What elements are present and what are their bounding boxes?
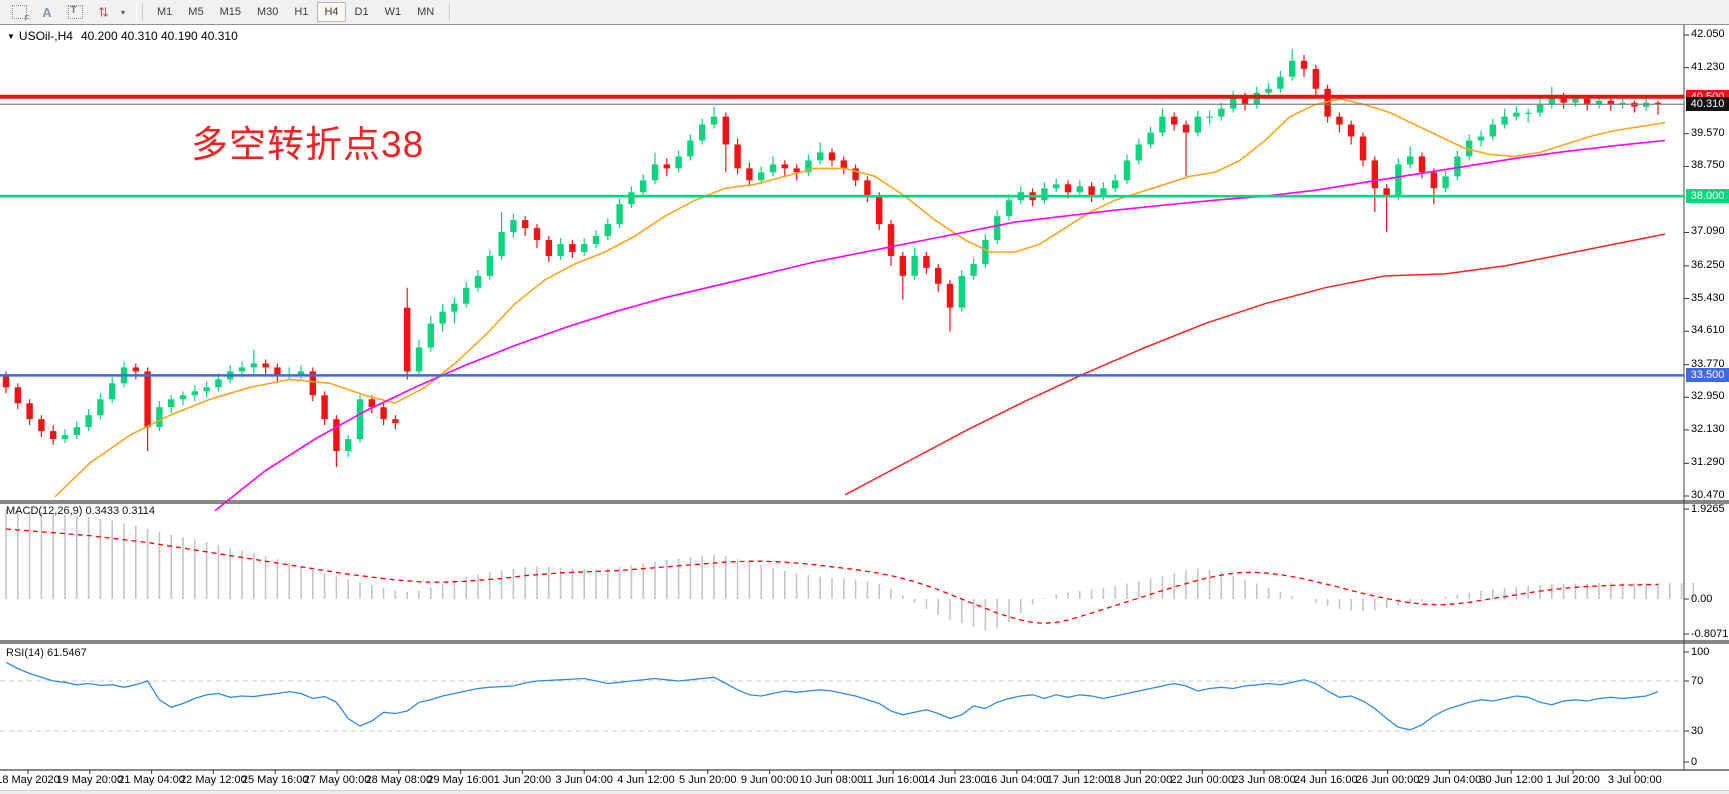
arrow-tools-icon[interactable]: ⇄ — [92, 2, 114, 22]
tf-button-h1[interactable]: H1 — [287, 2, 315, 22]
annotation-text[interactable]: 多空转折点38 — [191, 124, 425, 165]
time-tick-label: 16 Jun 04:00 — [984, 774, 1049, 786]
time-tick-label: 9 Jun 00:00 — [740, 774, 799, 786]
rsi-line — [5, 661, 1659, 731]
time-tick-label: 3 Jul 00:00 — [1607, 774, 1662, 786]
tf-button-m30[interactable]: M30 — [250, 2, 285, 22]
chart-title: ▼ USOil-,H4 40.200 40.310 40.190 40.310 — [7, 29, 238, 43]
tf-button-m15[interactable]: M15 — [213, 2, 248, 22]
rsi-tick-label: 100 — [1691, 646, 1710, 658]
tf-button-m5[interactable]: M5 — [181, 2, 210, 22]
tf-button-m1[interactable]: M1 — [150, 2, 179, 22]
time-tick-label: 11 Jun 16:00 — [861, 774, 925, 786]
price-tick-label: 33.770 — [1691, 357, 1725, 370]
tf-button-h4[interactable]: H4 — [317, 2, 346, 22]
time-tick-label: 24 Jun 16:00 — [1293, 774, 1358, 786]
time-tick-label: 18 May 2020 — [0, 774, 60, 786]
price-tick-label: 38.750 — [1691, 159, 1725, 172]
macd-label: MACD(12,26,9) 0.3433 0.3114 — [6, 505, 155, 517]
price-tick-label: 31.290 — [1691, 456, 1725, 469]
price-tick-label: 36.250 — [1691, 258, 1725, 271]
price-tick-label: 39.570 — [1691, 126, 1725, 139]
price-tick-label: 32.130 — [1691, 422, 1725, 435]
rsi-layer — [0, 661, 1684, 732]
price-badge-40.310: 40.310 — [1686, 97, 1729, 112]
macd-tick-label: 1.9265 — [1691, 503, 1725, 516]
collapse-triangle-icon[interactable]: ▼ — [7, 32, 15, 41]
timeframe-toolbar: M1 M5 M15 M30 H1 H4 D1 W1 MN — [146, 2, 445, 22]
price-tick-label: 35.430 — [1691, 291, 1725, 304]
text-box-icon[interactable]: T — [64, 2, 86, 22]
time-tick-label: 28 May 08:00 — [365, 774, 433, 786]
drawing-tools-group: F A T ⇄ ▾ — [0, 2, 133, 23]
time-tick-label: 29 May 16:00 — [427, 774, 494, 786]
symbol-period-label: USOil-,H4 — [18, 29, 73, 43]
time-tick-label: 3 Jun 04:00 — [555, 774, 613, 786]
time-tick-label: 1 Jun 20:00 — [493, 774, 552, 786]
fibo-grid-icon[interactable]: F — [8, 2, 30, 23]
time-tick-label: 5 Jun 20:00 — [679, 774, 737, 786]
moving-averages-layer — [54, 97, 1666, 512]
price-tick-label: 37.090 — [1691, 225, 1725, 238]
price-tick-label: 32.950 — [1691, 390, 1725, 403]
tf-button-d1[interactable]: D1 — [348, 2, 376, 22]
ma-slow-red — [844, 233, 1666, 496]
toolbar-grip[interactable] — [136, 3, 144, 21]
rsi-tick-label: 30 — [1691, 725, 1704, 737]
time-tick-label: 26 Jun 00:00 — [1355, 774, 1420, 786]
price-tick-label: 42.050 — [1691, 28, 1725, 40]
price-badge-38.000: 38.000 — [1686, 189, 1729, 204]
rsi-tick-label: 0 — [1691, 756, 1698, 768]
ma-fast-orange — [54, 97, 1666, 498]
tf-button-mn[interactable]: MN — [410, 2, 441, 22]
toolbar-separator — [449, 3, 451, 21]
toolbar: F A T ⇄ ▾ M1 M5 M15 M30 H1 H4 D1 W1 MN — [0, 0, 1729, 25]
price-tick-label: 41.230 — [1691, 60, 1725, 73]
macd-tick-label: -0.8071 — [1691, 628, 1729, 640]
ma-mid-magenta — [214, 139, 1666, 512]
tf-button-w1[interactable]: W1 — [378, 2, 409, 22]
time-tick-label: 29 Jun 04:00 — [1417, 774, 1482, 786]
price-tick-label: 30.470 — [1691, 488, 1725, 501]
time-tick-label: 18 Jun 20:00 — [1108, 774, 1173, 786]
time-tick-label: 10 Jun 08:00 — [799, 774, 864, 786]
dotted-grid-icon: F — [11, 5, 30, 23]
time-tick-label: 14 Jun 23:00 — [923, 774, 987, 786]
time-tick-label: 17 Jun 12:00 — [1046, 774, 1111, 786]
time-tick-label: 19 May 20:00 — [56, 774, 124, 786]
time-tick-label: 30 Jun 12:00 — [1479, 774, 1543, 786]
text-label-icon[interactable]: A — [36, 2, 58, 22]
rsi-tick-label: 70 — [1691, 675, 1704, 687]
macd-tick-label: 0.00 — [1691, 593, 1713, 605]
time-tick-label: 23 Jun 08:00 — [1232, 774, 1296, 786]
bottom-strip — [0, 790, 1729, 794]
time-tick-label: 27 May 00:00 — [303, 774, 371, 786]
time-tick-label: 22 May 12:00 — [180, 774, 247, 786]
time-tick-label: 22 Jun 00:00 — [1170, 774, 1234, 786]
time-tick-label: 25 May 16:00 — [241, 774, 309, 786]
price-tick-label: 34.610 — [1691, 324, 1725, 337]
time-tick-label: 1 Jul 20:00 — [1546, 774, 1600, 786]
ohlc-values: 40.200 40.310 40.190 40.310 — [80, 29, 238, 43]
arrow-tools-caret-icon[interactable]: ▾ — [121, 7, 126, 17]
time-tick-label: 21 May 04:00 — [118, 774, 185, 786]
rsi-label: RSI(14) 61.5467 — [6, 647, 87, 659]
price-badge-33.500: 33.500 — [1686, 368, 1729, 383]
time-tick-label: 4 Jun 12:00 — [617, 774, 675, 786]
macd-signal-line — [5, 528, 1658, 624]
hlines-layer — [0, 94, 1684, 377]
macd-layer — [5, 508, 1695, 631]
